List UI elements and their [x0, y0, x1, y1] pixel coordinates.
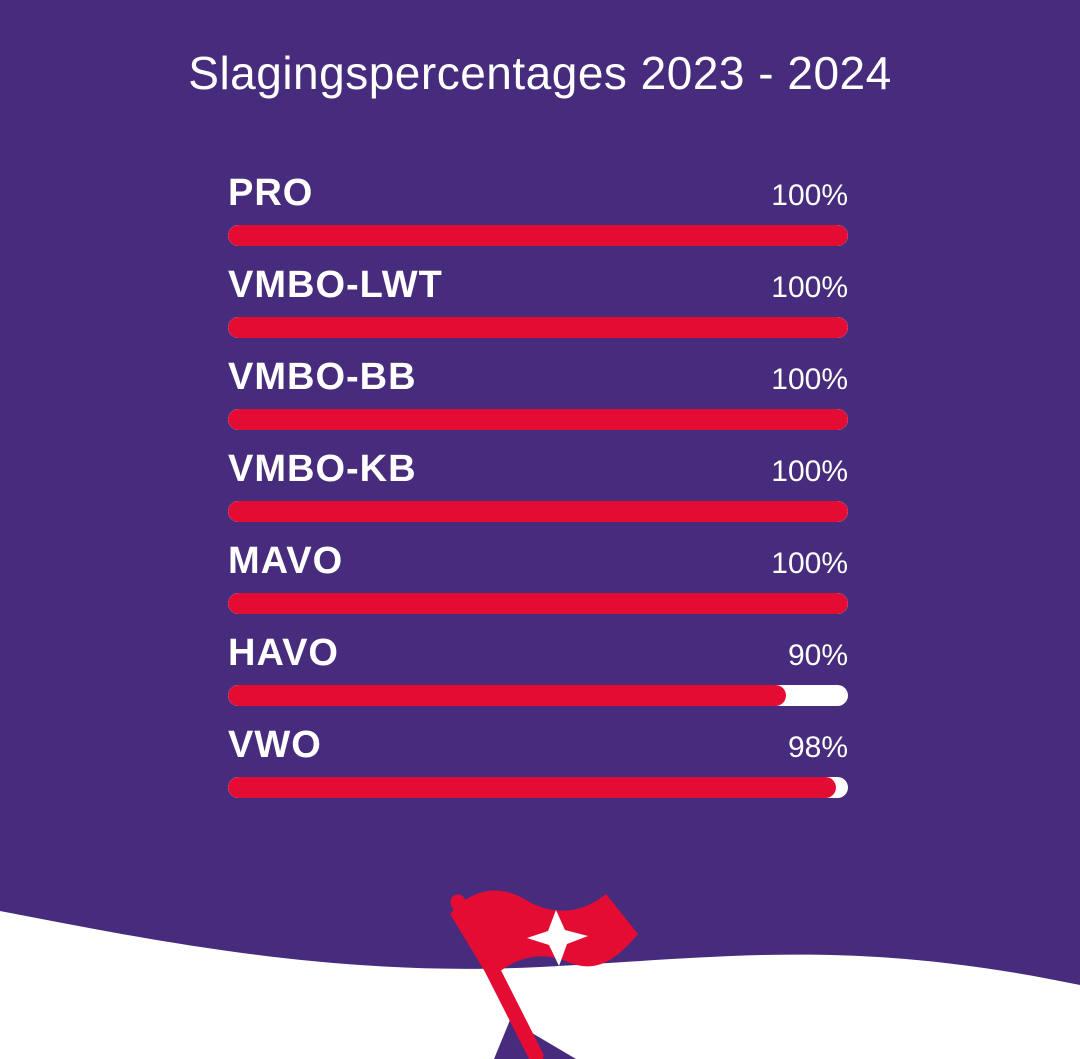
- bar-chart: PRO 100% VMBO-LWT 100% VMBO-BB 100% VMBO…: [228, 172, 848, 816]
- category-label: VWO: [228, 724, 322, 766]
- bar-fill: [228, 409, 848, 430]
- chart-row-vmbo-lwt: VMBO-LWT 100%: [228, 264, 848, 356]
- category-label: MAVO: [228, 540, 344, 582]
- chart-row-havo: HAVO 90%: [228, 632, 848, 724]
- value-label: 100%: [771, 455, 848, 488]
- bar-track: [228, 685, 848, 706]
- bar-fill: [228, 501, 848, 522]
- bar-track: [228, 225, 848, 246]
- value-label: 100%: [771, 547, 848, 580]
- bar-fill: [228, 685, 786, 706]
- chart-row-vmbo-kb: VMBO-KB 100%: [228, 448, 848, 540]
- flag-logo-icon: [450, 890, 638, 1059]
- value-label: 100%: [771, 363, 848, 396]
- row-head: PRO 100%: [228, 172, 848, 215]
- category-label: PRO: [228, 172, 314, 214]
- chart-row-vmbo-bb: VMBO-BB 100%: [228, 356, 848, 448]
- category-label: VMBO-BB: [228, 356, 417, 398]
- value-label: 100%: [771, 271, 848, 304]
- value-label: 90%: [787, 639, 848, 672]
- category-label: HAVO: [228, 632, 339, 674]
- bar-fill: [228, 593, 848, 614]
- bar-track: [228, 593, 848, 614]
- page-title: Slagingspercentages 2023 - 2024: [188, 47, 892, 99]
- row-head: VMBO-BB 100%: [228, 356, 848, 399]
- bottom-wave: [0, 911, 1080, 1059]
- value-label: 98%: [787, 731, 848, 764]
- bar-fill: [228, 777, 836, 798]
- row-head: HAVO 90%: [228, 632, 848, 675]
- bar-track: [228, 777, 848, 798]
- bar-track: [228, 501, 848, 522]
- chart-row-pro: PRO 100%: [228, 172, 848, 264]
- bar-track: [228, 317, 848, 338]
- chart-row-mavo: MAVO 100%: [228, 540, 848, 632]
- row-head: VMBO-KB 100%: [228, 448, 848, 491]
- category-label: VMBO-LWT: [228, 264, 443, 306]
- chart-row-vwo: VWO 98%: [228, 724, 848, 816]
- bar-fill: [228, 225, 848, 246]
- category-label: VMBO-KB: [228, 448, 417, 490]
- row-head: MAVO 100%: [228, 540, 848, 583]
- bar-track: [228, 409, 848, 430]
- bar-fill: [228, 317, 848, 338]
- value-label: 100%: [771, 179, 848, 212]
- row-head: VWO 98%: [228, 724, 848, 767]
- row-head: VMBO-LWT 100%: [228, 264, 848, 307]
